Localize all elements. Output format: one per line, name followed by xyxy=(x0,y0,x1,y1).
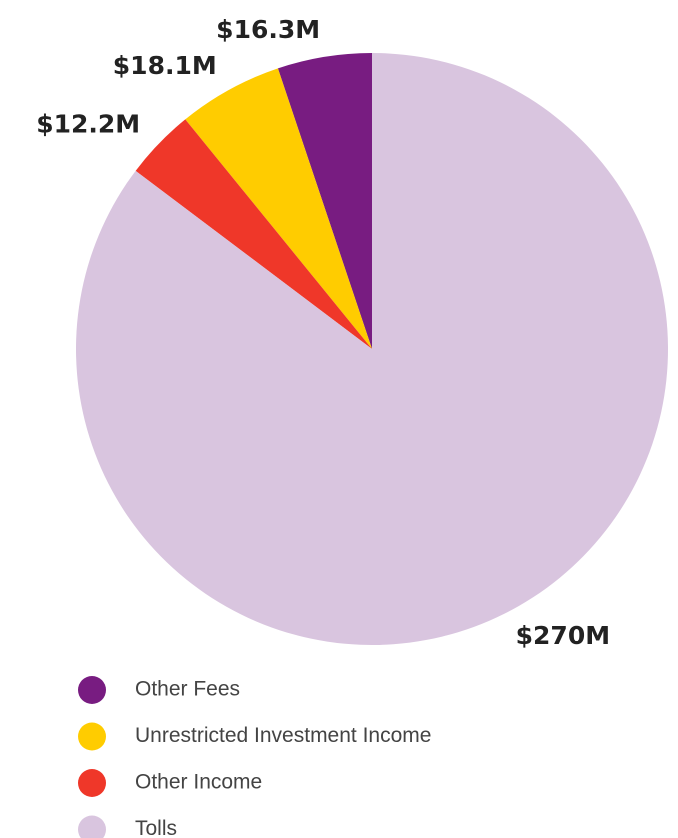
pie-slice xyxy=(135,119,372,349)
value-label: $12.2M xyxy=(36,110,140,139)
pie-slice xyxy=(185,68,372,349)
legend-swatch xyxy=(78,815,106,838)
value-label: $270M xyxy=(516,621,610,650)
legend-swatch xyxy=(78,769,106,797)
pie-slice xyxy=(277,53,372,349)
legend-swatch xyxy=(78,676,106,704)
pie-slice xyxy=(76,53,669,645)
legend-label: Other Fees xyxy=(135,678,240,701)
value-label: $16.3M xyxy=(216,15,320,44)
legend-label: Unrestricted Investment Income xyxy=(135,724,431,747)
value-label: $18.1M xyxy=(113,51,217,80)
legend-label: Other Income xyxy=(135,771,262,794)
legend-swatch xyxy=(78,722,106,751)
legend-label: Tolls xyxy=(135,817,177,838)
